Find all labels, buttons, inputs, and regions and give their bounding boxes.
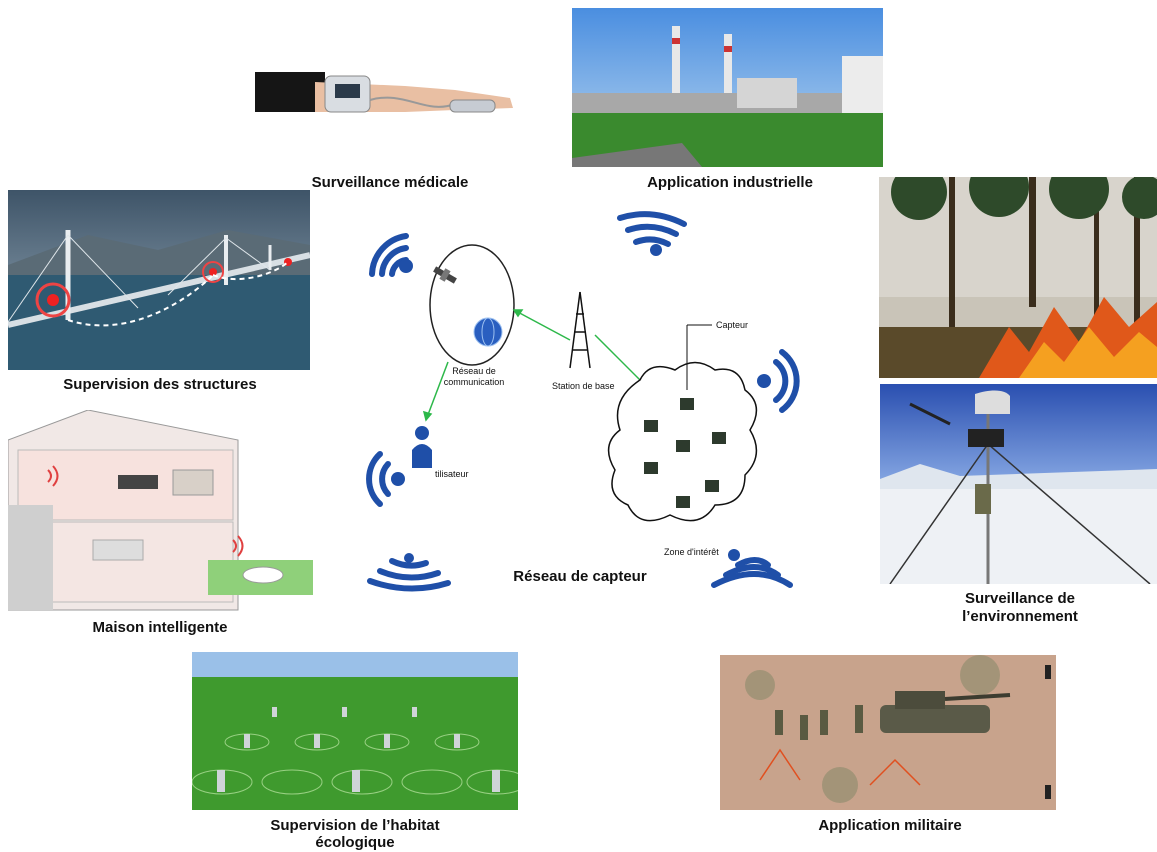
weather-station-image <box>880 384 1157 584</box>
tower-icon <box>569 291 591 369</box>
globe-icon <box>473 317 503 347</box>
satellite-icon <box>433 266 457 284</box>
network-label-text: Réseau de communication <box>443 366 505 387</box>
wifi-icon <box>706 545 796 595</box>
smart-home-image <box>8 410 313 612</box>
wifi-icon <box>344 446 409 511</box>
habitat-image <box>192 652 518 810</box>
structures-image <box>8 190 310 370</box>
user-label: tilisateur <box>435 469 469 479</box>
wifi-icon <box>612 208 692 258</box>
industrial-image <box>572 8 883 167</box>
wifi-icon <box>752 346 812 416</box>
central-title: Réseau de capteur <box>513 568 647 585</box>
caption-habitat-1: Supervision de l’habitat <box>270 817 440 834</box>
caption-structures: Supervision des structures <box>63 376 257 393</box>
sensor-node-icon <box>644 398 726 508</box>
caption-industrial: Application industrielle <box>647 174 813 191</box>
caption-medical: Surveillance médicale <box>311 174 469 191</box>
network-diagram <box>400 240 770 580</box>
caption-environment-1: Surveillance de <box>964 590 1076 607</box>
zone-label: Zone d'intérêt <box>664 547 719 557</box>
military-image <box>720 655 1056 810</box>
caption-military: Application militaire <box>818 817 962 834</box>
base-station-label: Station de base <box>552 381 615 391</box>
caption-smart-home: Maison intelligente <box>92 619 228 636</box>
wifi-icon <box>364 553 454 598</box>
caption-habitat-2: écologique <box>315 834 395 851</box>
caption-environment-2: l’environnement <box>962 608 1078 625</box>
fire-image <box>879 177 1157 378</box>
user-icon <box>412 426 432 468</box>
network-label: Réseau de communication <box>436 366 512 388</box>
wifi-icon <box>350 222 420 282</box>
sensor-label: Capteur <box>716 320 749 330</box>
medical-image <box>255 60 525 130</box>
